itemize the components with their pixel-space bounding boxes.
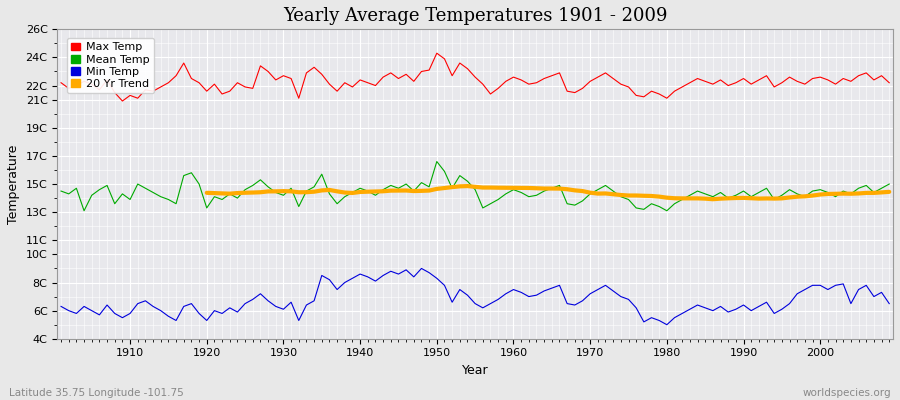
Text: Latitude 35.75 Longitude -101.75: Latitude 35.75 Longitude -101.75 — [9, 388, 184, 398]
Legend: Max Temp, Mean Temp, Min Temp, 20 Yr Trend: Max Temp, Mean Temp, Min Temp, 20 Yr Tre… — [67, 38, 154, 94]
Title: Yearly Average Temperatures 1901 - 2009: Yearly Average Temperatures 1901 - 2009 — [283, 7, 668, 25]
X-axis label: Year: Year — [462, 364, 489, 377]
Text: worldspecies.org: worldspecies.org — [803, 388, 891, 398]
Y-axis label: Temperature: Temperature — [7, 144, 20, 224]
